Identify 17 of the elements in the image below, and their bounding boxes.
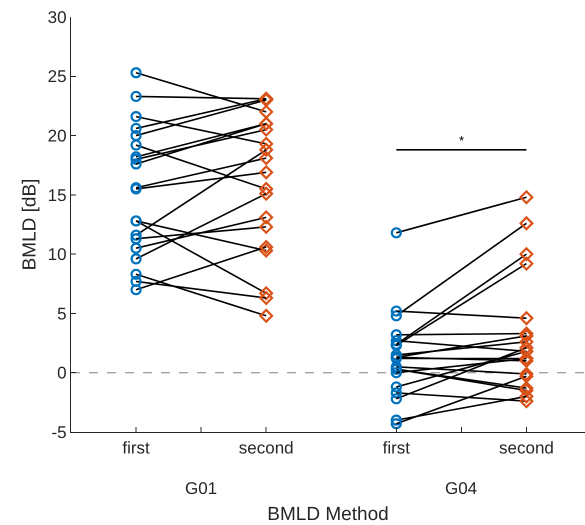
y-tick-label: 25 xyxy=(48,67,67,86)
x-tick-label: second xyxy=(238,438,294,458)
x-tick-label: second xyxy=(499,438,554,458)
annotation: * xyxy=(459,133,464,148)
text: G04 xyxy=(445,479,478,498)
y-tick-label: -5 xyxy=(51,422,67,442)
y-tick-label: 15 xyxy=(48,186,67,205)
x-tick-label: first xyxy=(382,438,410,458)
y-tick-label: 20 xyxy=(48,126,67,146)
text: G01 xyxy=(185,479,218,498)
y-tick-label: 10 xyxy=(48,245,67,264)
x-tick-label: first xyxy=(122,438,150,458)
y-tick-label: 0 xyxy=(57,364,67,383)
y-axis-title: BMLD [dB] xyxy=(20,178,41,270)
y-tick-label: 30 xyxy=(48,8,67,27)
y-tick-label: 5 xyxy=(57,304,67,324)
x-axis-title: BMLD Method xyxy=(267,504,389,525)
